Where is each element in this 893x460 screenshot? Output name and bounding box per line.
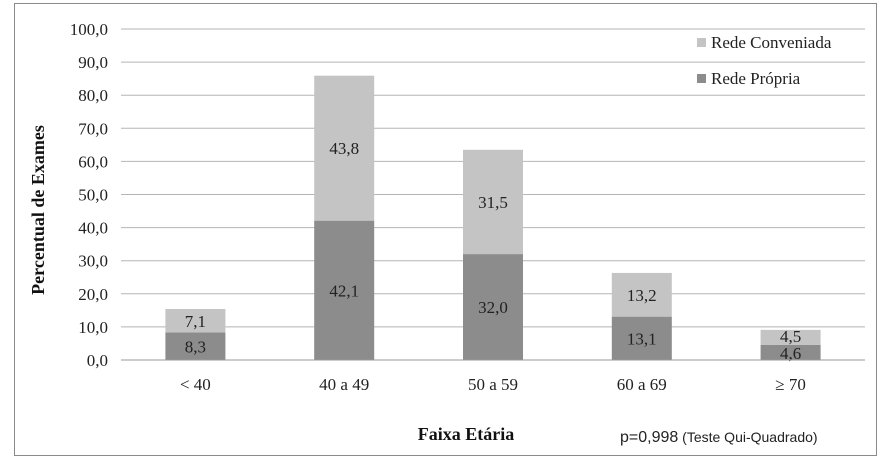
y-axis-ticks: 0,0 10,0 20,0 30,0 40,0 50,0 60,0 70,0 80,0 90,0 1… xyxy=(70,20,108,370)
x-tick-label: 60 a 69 xyxy=(617,375,667,394)
legend-swatch-rede-conveniada xyxy=(697,38,706,47)
y-tick-label: 10,0 xyxy=(78,318,108,337)
y-tick-label: 70,0 xyxy=(78,119,108,138)
y-tick-label: 100,0 xyxy=(70,20,108,39)
bar-segment-rede-conveniada xyxy=(165,309,226,333)
data-label: 8,3 xyxy=(185,337,206,356)
y-tick-label: 30,0 xyxy=(78,252,108,271)
bar-segment-rede-propria xyxy=(611,316,672,360)
x-tick-label: 40 a 49 xyxy=(319,375,369,394)
legend-label-rede-propria: Rede Própria xyxy=(711,69,801,88)
x-axis-title: Faixa Etária xyxy=(418,424,515,444)
gridlines xyxy=(121,28,865,328)
bars: 8,3 7,1 42,1 43,8 32,0 31,5 13,1 13,2 4,64,5 xyxy=(165,75,821,363)
p-value-annotation: p=0,998 (Teste Qui-Quadrado) xyxy=(620,429,818,446)
data-label: 32,0 xyxy=(478,298,508,317)
bar-segment-rede-conveniada xyxy=(463,149,523,255)
data-label: 43,8 xyxy=(329,139,359,158)
x-tick-label: ≥ 70 xyxy=(775,375,806,394)
y-tick-label: 40,0 xyxy=(78,219,108,238)
y-tick-label: 90,0 xyxy=(78,53,108,72)
p-value: p=0,998 xyxy=(620,429,678,446)
data-label: 4,6 xyxy=(780,344,801,363)
test-name: (Teste Qui-Quadrado) xyxy=(678,429,817,445)
data-label: 42,1 xyxy=(329,281,359,300)
y-tick-label: 60,0 xyxy=(78,152,108,171)
y-tick-label: 80,0 xyxy=(78,86,108,105)
x-axis-ticks: < 40 40 a 49 50 a 59 60 a 69 ≥ 70 xyxy=(180,375,806,394)
data-label: 31,5 xyxy=(478,193,508,212)
legend-swatch-rede-propria xyxy=(697,74,706,83)
bar-segment-rede-propria xyxy=(463,254,523,360)
data-label: 4,5 xyxy=(780,327,801,346)
chart-frame xyxy=(14,3,877,456)
bar-segment-rede-conveniada xyxy=(611,272,672,317)
legend-label-rede-conveniada: Rede Conveniada xyxy=(711,33,832,52)
data-label: 7,1 xyxy=(185,312,206,331)
bar-segment-rede-propria xyxy=(760,344,821,360)
y-tick-label: 0,0 xyxy=(87,351,108,370)
legend: Rede Conveniada Rede Própria xyxy=(697,33,832,88)
bar-segment-rede-propria xyxy=(314,220,375,360)
y-tick-label: 20,0 xyxy=(78,285,108,304)
bar-segment-rede-conveniada xyxy=(760,329,821,345)
data-label: 13,2 xyxy=(627,286,657,305)
bar-segment-rede-conveniada xyxy=(314,75,375,221)
data-label: 13,1 xyxy=(627,329,657,348)
y-axis-title: Percentual de Exames xyxy=(28,125,48,295)
x-tick-label: 50 a 59 xyxy=(468,375,518,394)
y-tick-label: 50,0 xyxy=(78,186,108,205)
x-tick-label: < 40 xyxy=(180,375,211,394)
bar-segment-rede-propria xyxy=(165,332,226,360)
